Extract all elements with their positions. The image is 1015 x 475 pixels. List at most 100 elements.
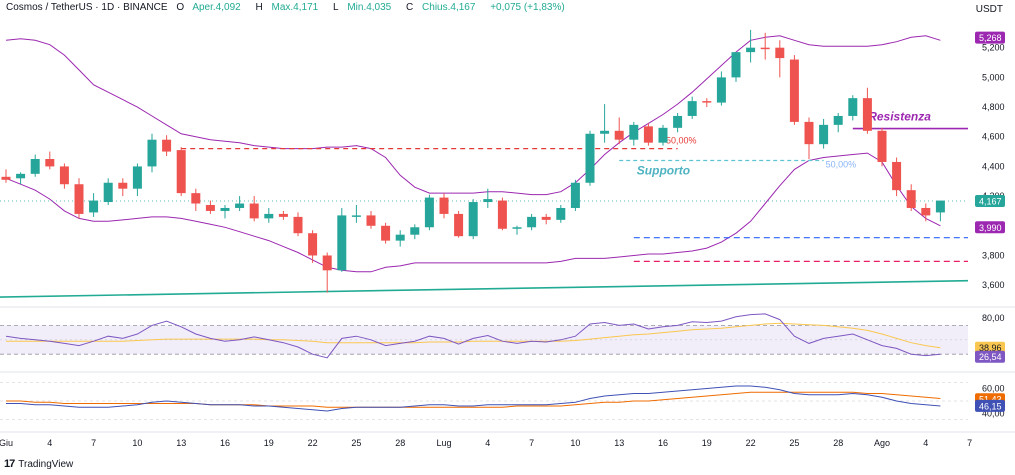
candle-down (279, 214, 288, 217)
candle-down (367, 215, 376, 225)
candle-up (717, 77, 726, 102)
candle-up (133, 166, 142, 188)
candle-up (673, 116, 682, 128)
candle-down (177, 150, 186, 193)
time-tick-label: 10 (570, 438, 580, 448)
candle-down (440, 198, 449, 214)
time-tick-label: 4 (485, 438, 490, 448)
price-tick-label: 4,600 (982, 132, 1005, 142)
candle-down (191, 193, 200, 203)
time-tick-label: 4 (923, 438, 928, 448)
candle-up (629, 125, 638, 140)
time-tick-label: 7 (529, 438, 534, 448)
candle-down (454, 214, 463, 236)
candle-up (410, 227, 419, 234)
last-price-text: 4,167 (979, 197, 1002, 207)
candle-down (805, 122, 814, 144)
time-tick-label: 7 (91, 438, 96, 448)
candle-up (264, 214, 273, 218)
candle-down (907, 190, 916, 208)
time-tick-label: 25 (789, 438, 799, 448)
candle-down (498, 201, 507, 229)
candle-down (206, 205, 215, 211)
fib-label-2: 50,00% (826, 159, 857, 169)
tradingview-logo[interactable]: 17 TradingView (4, 458, 73, 470)
candle-down (878, 131, 887, 162)
candle-up (527, 217, 536, 227)
upper-band-price-text: 5,268 (979, 33, 1002, 43)
candle-down (2, 177, 11, 180)
candle-up (483, 199, 492, 202)
price-tick-label: 5,000 (982, 72, 1005, 82)
candle-down (162, 140, 171, 152)
candle-up (352, 215, 361, 216)
candle-down (60, 166, 69, 184)
candle-up (746, 48, 755, 52)
candle-up (513, 227, 522, 228)
time-tick-label: 28 (395, 438, 405, 448)
candle-up (659, 128, 668, 143)
time-tick-label: 22 (746, 438, 756, 448)
support-label: Supporto (637, 163, 690, 177)
time-tick-label: 28 (833, 438, 843, 448)
candle-down (542, 217, 551, 220)
time-tick-label: 4 (47, 438, 52, 448)
candle-up (221, 208, 230, 211)
time-tick-label: 16 (220, 438, 230, 448)
candle-up (571, 183, 580, 208)
candle-up (732, 52, 741, 77)
time-tick-label: 10 (132, 438, 142, 448)
candle-down (761, 48, 770, 49)
candle-up (848, 98, 857, 116)
time-tick-label: 25 (351, 438, 361, 448)
candle-up (819, 125, 828, 144)
candle-down (892, 162, 901, 190)
candle-up (16, 174, 25, 178)
candle-up (31, 159, 40, 174)
price-tick-label: 3,800 (982, 250, 1005, 260)
time-tick-label: 19 (702, 438, 712, 448)
osc-orange-line (6, 392, 940, 407)
rsi-value-text: 26,54 (979, 352, 1002, 362)
candle-down (644, 126, 653, 142)
time-tick-label: Lug (436, 438, 451, 448)
bollinger-upper-band (6, 36, 940, 195)
time-tick-label: 19 (264, 438, 274, 448)
candle-down (790, 60, 799, 122)
candle-down (294, 217, 303, 233)
candle-up (600, 131, 609, 134)
price-tick-label: 4,400 (982, 161, 1005, 171)
candle-down (775, 48, 784, 58)
osc-tick-label: 60,00 (982, 384, 1005, 394)
candle-up (688, 101, 697, 116)
candle-down (381, 226, 390, 241)
osc-blue-value-text: 46,15 (979, 401, 1002, 411)
lower-band-price-text: 3,990 (979, 223, 1002, 233)
tradingview-logo-mark: 17 (4, 458, 14, 470)
time-tick-label: 13 (176, 438, 186, 448)
candle-down (615, 131, 624, 140)
rsi-tick-label: 80,00 (982, 313, 1005, 323)
time-tick-label: 16 (658, 438, 668, 448)
candle-down (323, 255, 332, 270)
time-tick-label: Ago (874, 438, 890, 448)
candle-up (148, 140, 157, 167)
time-tick-label: 7 (967, 438, 972, 448)
candle-down (45, 159, 54, 166)
candle-down (921, 208, 930, 215)
candle-up (337, 215, 346, 270)
resistance-label: Resistenza (868, 110, 931, 124)
price-tick-label: 5,200 (982, 43, 1005, 53)
price-tick-label: 3,600 (982, 280, 1005, 290)
time-tick-label: Giu (0, 438, 13, 448)
candle-up (235, 204, 244, 208)
candle-down (702, 101, 711, 102)
candle-down (308, 233, 317, 255)
candle-up (396, 235, 405, 241)
time-tick-label: 13 (614, 438, 624, 448)
candle-down (75, 184, 84, 214)
price-tick-label: 4,800 (982, 102, 1005, 112)
candle-up (834, 116, 843, 125)
candle-up (586, 134, 595, 183)
